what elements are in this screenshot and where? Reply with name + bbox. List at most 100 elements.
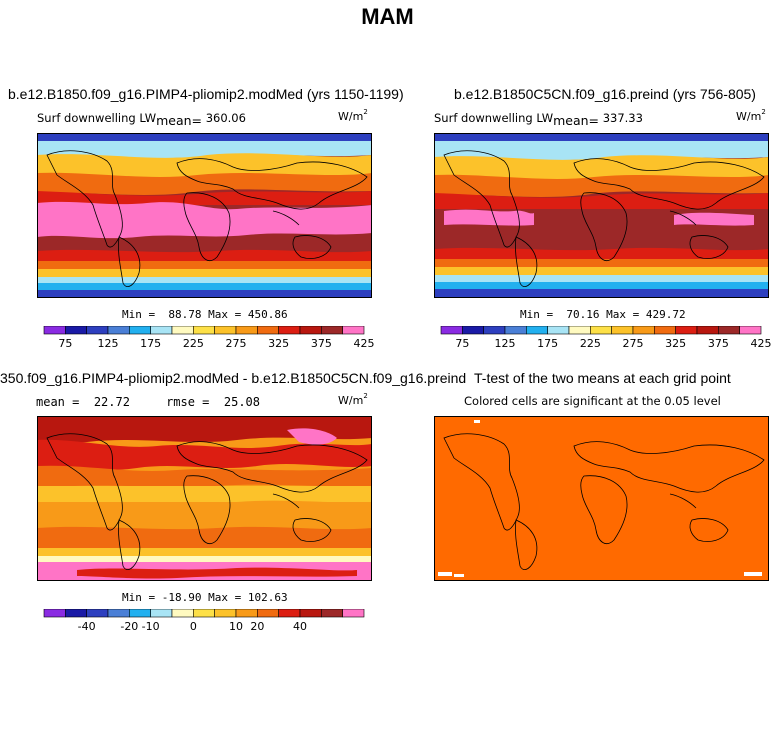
colorbar-tick-label: 175	[140, 337, 161, 350]
colorbar-segment	[235, 326, 258, 335]
panel1-map	[37, 133, 372, 298]
panel4-map-frame	[434, 416, 769, 581]
panel2-mean-value: 337.33	[602, 111, 643, 125]
colorbar-tick-label: -40	[78, 620, 96, 633]
colorbar-segment	[193, 326, 215, 335]
colorbar-segment	[483, 326, 506, 335]
colorbar-segment	[632, 326, 655, 335]
panel4-coastlines	[443, 433, 765, 570]
colorbar-tick-label: 425	[354, 337, 375, 350]
panel2-coastlines	[443, 150, 765, 287]
panel2-map-frame	[434, 133, 769, 298]
panel3-units: W/m2	[338, 392, 368, 407]
panel2-minmax: Min = 70.16 Max = 429.72	[520, 308, 686, 321]
colorbar-segment	[150, 326, 173, 335]
colorbar-tick-label: 175	[537, 337, 558, 350]
panel1-min-value: 88.78	[168, 308, 202, 321]
panel4-title: T-test of the two means at each grid poi…	[474, 370, 731, 386]
panel3-rmse-value: 25.08	[223, 395, 260, 409]
colorbar-segment	[86, 326, 109, 335]
colorbar-segment	[171, 609, 194, 618]
panel3-stats: mean = 22.72 rmse = 25.08	[36, 395, 260, 409]
panel1-contour-bands	[37, 133, 372, 298]
panel3-coastlines	[46, 433, 368, 570]
panel1-max-value: 450.86	[247, 308, 288, 321]
colorbar-segment	[278, 609, 301, 618]
panel2-colorbar: 75 125 175 225 275 325 375 425	[440, 326, 772, 350]
figure-title: MAM	[361, 4, 414, 29]
panel1-title: b.e12.B1850.f09_g16.PIMP4-pliomip2.modMe…	[8, 86, 404, 102]
colorbar-segment	[278, 326, 301, 335]
colorbar-tick-label: 0	[190, 620, 197, 633]
colorbar-segment	[43, 326, 66, 335]
panel1-field-label: Surf downwelling LWmean= 360.06	[37, 111, 246, 128]
colorbar-segment	[107, 326, 130, 335]
colorbar-segment	[568, 326, 591, 335]
colorbar-segment	[504, 326, 527, 335]
colorbar-segment	[299, 609, 322, 618]
colorbar-segment	[718, 326, 740, 335]
panel3-map-frame	[37, 416, 372, 581]
panel2-contour-bands	[434, 133, 769, 298]
colorbar-segment	[107, 609, 130, 618]
colorbar-segment	[86, 609, 109, 618]
colorbar-tick-label: 125	[495, 337, 516, 350]
colorbar-tick-label: 225	[183, 337, 204, 350]
colorbar-segment	[299, 326, 322, 335]
colorbar-tick-label: 325	[665, 337, 686, 350]
colorbar-tick-label: 375	[708, 337, 729, 350]
panel1-mean-value: 360.06	[205, 111, 246, 125]
colorbar-segment	[440, 326, 463, 335]
colorbar-segment	[65, 326, 87, 335]
colorbar-tick-label: 275	[226, 337, 247, 350]
panel3-colorbar: -40 -20 -10 0 10 20 40	[43, 609, 365, 633]
panel1-colorbar: 75 125 175 225 275 325 375 425	[43, 326, 375, 350]
colorbar-segment	[214, 609, 237, 618]
panel2-units: W/m2	[736, 108, 766, 123]
colorbar-segment	[342, 609, 365, 618]
colorbar-tick-label: -20	[120, 620, 138, 633]
colorbar-tick-label: -10	[142, 620, 160, 633]
panel3-title: 350.f09_g16.PIMP4-pliomip2.modMed - b.e1…	[0, 370, 467, 386]
colorbar-segment	[321, 326, 343, 335]
colorbar-tick-label: 375	[311, 337, 332, 350]
colorbar-segment	[611, 326, 634, 335]
colorbar-segment	[696, 326, 719, 335]
panel3-mean-value: 22.72	[93, 395, 130, 409]
colorbar-segment	[257, 609, 279, 618]
colorbar-segment	[526, 326, 548, 335]
panel1-minmax: Min = 88.78 Max = 450.86	[122, 308, 288, 321]
colorbar-segment	[321, 609, 343, 618]
panel2-title: b.e12.B1850C5CN.f09_g16.preind (yrs 756-…	[454, 86, 756, 102]
panel3-map	[37, 416, 372, 581]
colorbar-tick-label: 125	[98, 337, 119, 350]
colorbar-segment	[547, 326, 570, 335]
panel2-min-value: 70.16	[566, 308, 600, 321]
panel4-map	[434, 416, 769, 581]
panel4-significance-fill	[434, 416, 769, 581]
colorbar-segment	[150, 609, 173, 618]
colorbar-segment	[65, 609, 87, 618]
colorbar-segment	[739, 326, 762, 335]
colorbar-tick-label: 75	[455, 337, 469, 350]
colorbar-tick-label: 20	[250, 620, 264, 633]
colorbar-segment	[43, 609, 66, 618]
colorbar-tick-label: 225	[580, 337, 601, 350]
panel2-map	[434, 133, 769, 298]
panel3-minmax: Min = -18.90 Max = 102.63	[122, 591, 288, 604]
colorbar-segment	[129, 326, 151, 335]
panel4-subtitle: Colored cells are significant at the 0.0…	[464, 394, 721, 408]
colorbar-tick-label: 425	[751, 337, 772, 350]
colorbar-tick-label: 75	[58, 337, 72, 350]
panel4-insignificant-cells	[438, 420, 762, 577]
panel2-field-label: Surf downwelling LWmean= 337.33	[434, 111, 643, 128]
colorbar-segment	[129, 609, 151, 618]
colorbar-segment	[342, 326, 365, 335]
panel3-max-value: 102.63	[247, 591, 288, 604]
panel3-contour-bands	[37, 416, 372, 581]
colorbar-tick-label: 40	[293, 620, 307, 633]
panel1-coastlines	[46, 150, 368, 287]
colorbar-segment	[171, 326, 194, 335]
panel2-max-value: 429.72	[645, 308, 686, 321]
panel1-units: W/m2	[338, 108, 368, 123]
